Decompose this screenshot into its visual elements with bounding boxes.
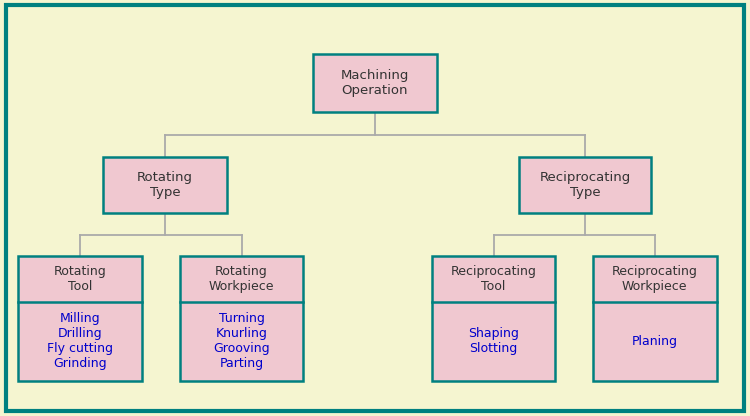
Text: Reciprocating
Workpiece: Reciprocating Workpiece — [612, 265, 698, 293]
Text: Reciprocating
Type: Reciprocating Type — [539, 171, 631, 199]
Text: Rotating
Tool: Rotating Tool — [54, 265, 106, 293]
FancyBboxPatch shape — [592, 256, 717, 381]
FancyBboxPatch shape — [18, 256, 142, 381]
FancyBboxPatch shape — [519, 157, 650, 213]
FancyBboxPatch shape — [104, 157, 226, 213]
Text: Shaping
Slotting: Shaping Slotting — [468, 327, 519, 355]
Text: Reciprocating
Tool: Reciprocating Tool — [451, 265, 536, 293]
FancyBboxPatch shape — [432, 256, 555, 381]
Text: Planing: Planing — [632, 335, 678, 348]
Text: Rotating
Workpiece: Rotating Workpiece — [209, 265, 274, 293]
FancyBboxPatch shape — [6, 5, 744, 411]
Text: Turning
Knurling
Grooving
Parting: Turning Knurling Grooving Parting — [213, 312, 270, 370]
FancyBboxPatch shape — [314, 54, 436, 112]
Text: Milling
Drilling
Fly cutting
Grinding: Milling Drilling Fly cutting Grinding — [47, 312, 113, 370]
Text: Rotating
Type: Rotating Type — [137, 171, 193, 199]
FancyBboxPatch shape — [180, 256, 303, 381]
Text: Machining
Operation: Machining Operation — [340, 69, 410, 97]
